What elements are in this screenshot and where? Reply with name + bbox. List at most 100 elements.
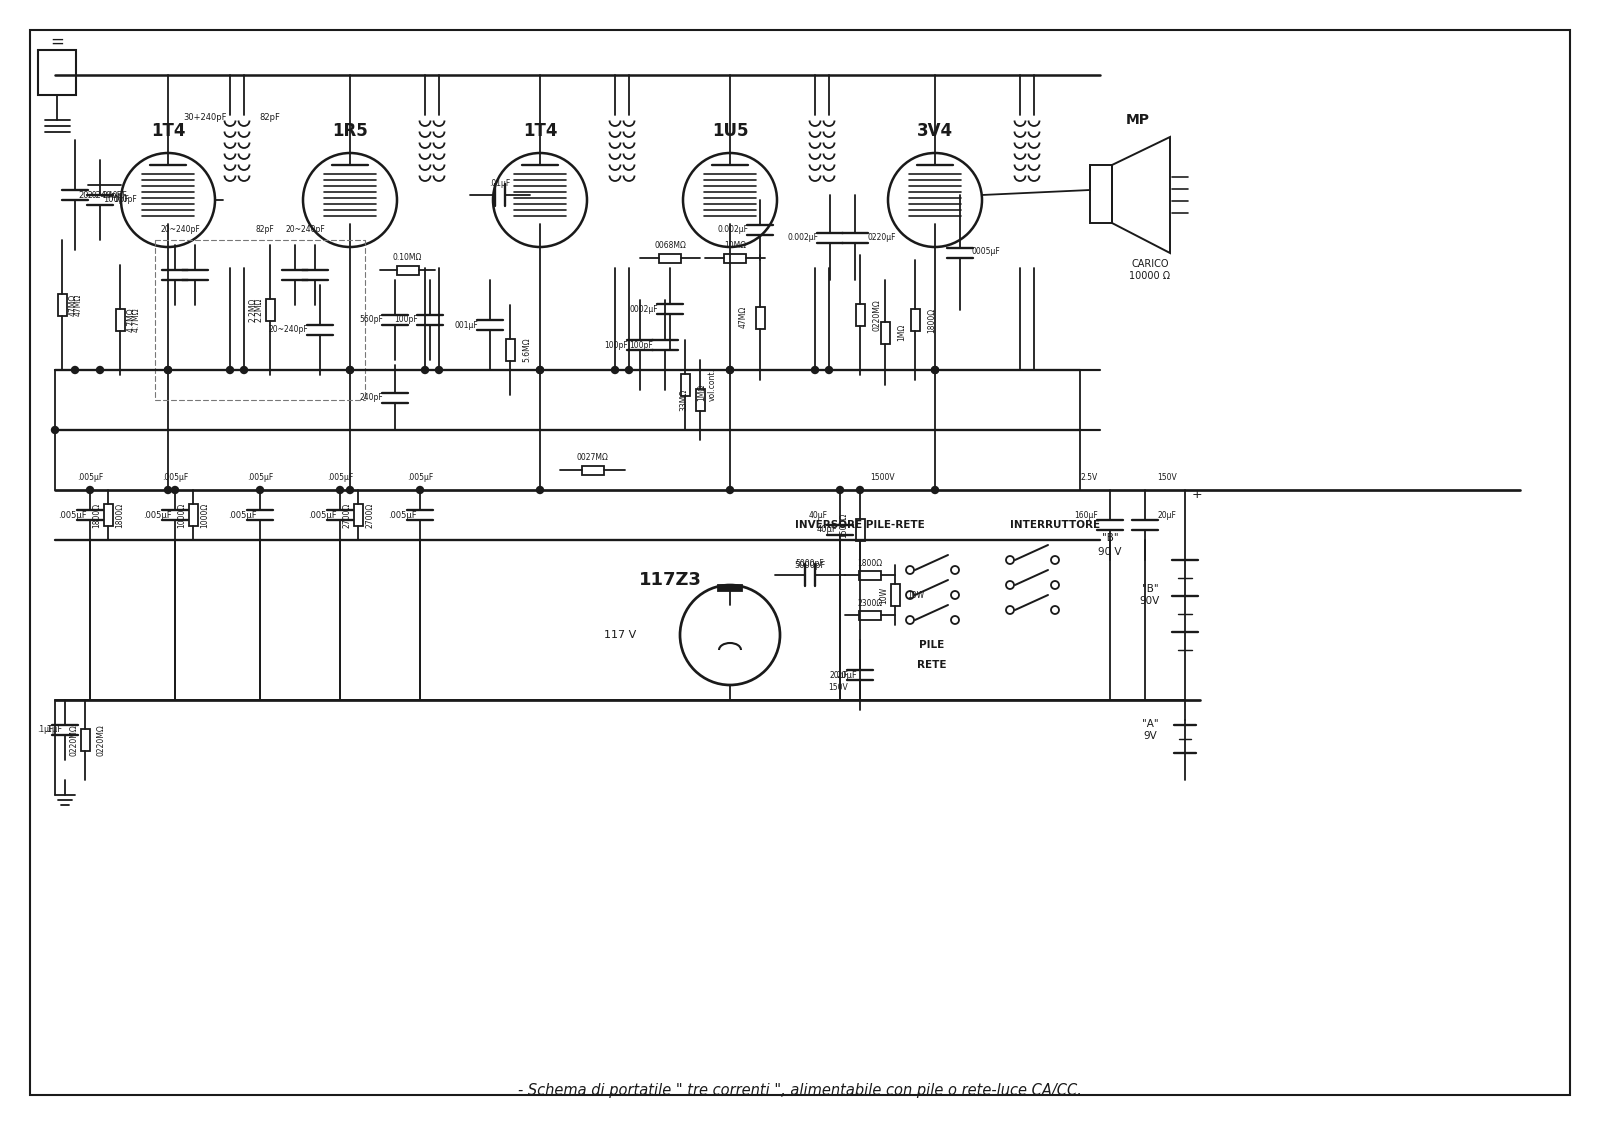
Bar [397, 266, 419, 275]
Circle shape [96, 366, 104, 373]
Bar [189, 504, 197, 526]
Text: 0.002µF: 0.002µF [717, 225, 749, 234]
Text: 0220µF: 0220µF [867, 233, 896, 242]
Text: 0220MΩ: 0220MΩ [872, 299, 882, 331]
Text: 47MΩ: 47MΩ [739, 305, 749, 328]
Text: =: = [50, 33, 64, 51]
Text: 117 V: 117 V [603, 630, 637, 640]
Text: PILE: PILE [920, 640, 944, 650]
Text: 1800Ω: 1800Ω [926, 308, 936, 333]
Text: INVERSORE PILE-RETE: INVERSORE PILE-RETE [795, 520, 925, 530]
Bar [856, 304, 864, 326]
Circle shape [626, 366, 632, 373]
Text: 20~240pF: 20~240pF [269, 326, 307, 335]
Text: 20~240pF: 20~240pF [160, 225, 200, 234]
Text: 1800Ω: 1800Ω [858, 559, 883, 568]
Circle shape [493, 153, 587, 247]
Circle shape [256, 486, 264, 493]
Circle shape [1006, 606, 1014, 614]
Text: 90 V: 90 V [1098, 547, 1122, 556]
Circle shape [51, 426, 59, 433]
Bar [891, 584, 899, 606]
Text: "B": "B" [1102, 533, 1118, 543]
Text: .005µF: .005µF [326, 474, 354, 483]
Text: 100pF: 100pF [102, 196, 130, 205]
Circle shape [536, 366, 544, 373]
Bar [718, 585, 742, 592]
Text: 40µF: 40µF [816, 526, 837, 535]
Text: 10MΩ: 10MΩ [723, 242, 746, 250]
Circle shape [302, 153, 397, 247]
Bar [859, 570, 882, 579]
Circle shape [931, 366, 939, 373]
Text: .005µF: .005µF [58, 510, 86, 519]
Circle shape [171, 486, 179, 493]
Text: 1500V: 1500V [870, 474, 894, 483]
Bar [1090, 165, 1112, 223]
Text: .005µF: .005µF [246, 474, 274, 483]
Text: CARICO
10000 Ω: CARICO 10000 Ω [1130, 259, 1171, 280]
Text: 117Z3: 117Z3 [638, 571, 701, 589]
Bar [910, 309, 920, 331]
Text: 1MΩ: 1MΩ [898, 323, 906, 340]
Text: 1T4: 1T4 [523, 122, 557, 140]
Circle shape [680, 585, 781, 685]
Text: 240pF: 240pF [360, 392, 382, 402]
Circle shape [536, 366, 544, 373]
Text: 0002µF: 0002µF [629, 304, 658, 313]
Text: +: + [1192, 489, 1202, 501]
Text: .005µF: .005µF [144, 510, 173, 519]
Text: - Schema di portatile " tre correnti ", alimentabile con pile o rete-luce CA/CC.: - Schema di portatile " tre correnti ", … [518, 1082, 1082, 1097]
Circle shape [950, 616, 958, 624]
Circle shape [1051, 556, 1059, 564]
Text: .005µF: .005µF [229, 510, 258, 519]
Text: MP: MP [1126, 113, 1150, 127]
Text: INTERRUTTORE: INTERRUTTORE [1010, 520, 1101, 530]
Bar [856, 519, 864, 541]
Text: 2300Ω: 2300Ω [858, 598, 883, 607]
Text: 560pF: 560pF [358, 316, 382, 325]
Text: RETE: RETE [917, 661, 947, 670]
Text: 001µF: 001µF [454, 320, 478, 329]
Text: 100pF: 100pF [114, 196, 136, 205]
Bar [354, 504, 363, 526]
Circle shape [86, 486, 93, 493]
Text: 0.002µF: 0.002µF [787, 233, 818, 242]
Text: 100pF: 100pF [629, 340, 653, 349]
Bar [38, 50, 77, 95]
Text: .005µF: .005µF [77, 474, 102, 483]
Text: 20~240pF: 20~240pF [88, 190, 128, 199]
Text: 0027MΩ: 0027MΩ [576, 454, 608, 463]
Text: 1000Ω: 1000Ω [200, 502, 210, 528]
Text: 10W: 10W [907, 590, 925, 599]
Circle shape [347, 366, 354, 373]
Circle shape [683, 153, 778, 247]
Text: 0220MΩ: 0220MΩ [98, 724, 106, 756]
Circle shape [122, 153, 214, 247]
Text: 47MΩ: 47MΩ [69, 294, 77, 317]
Text: 1R5: 1R5 [333, 122, 368, 140]
Circle shape [165, 486, 171, 493]
Circle shape [347, 366, 354, 373]
Bar [680, 374, 690, 396]
Circle shape [421, 366, 429, 373]
Text: 1U5: 1U5 [712, 122, 749, 140]
Text: 160µF: 160µF [1074, 510, 1098, 519]
Text: 0.10MΩ: 0.10MΩ [392, 253, 422, 262]
Text: 2.5V: 2.5V [1080, 474, 1098, 483]
Text: .1µF: .1µF [37, 725, 53, 734]
Circle shape [72, 366, 78, 373]
Circle shape [165, 366, 171, 373]
Text: 3V4: 3V4 [917, 122, 954, 140]
Circle shape [811, 366, 819, 373]
Bar [266, 299, 275, 321]
Bar [58, 294, 67, 316]
Text: 2700Ω: 2700Ω [342, 502, 352, 528]
Circle shape [906, 566, 914, 575]
Text: 20µF: 20µF [837, 671, 858, 680]
Bar [859, 611, 882, 620]
Circle shape [826, 366, 832, 373]
Text: 40µF: 40µF [810, 510, 829, 519]
Text: 20~240pF: 20~240pF [78, 190, 122, 199]
Bar [115, 309, 125, 331]
